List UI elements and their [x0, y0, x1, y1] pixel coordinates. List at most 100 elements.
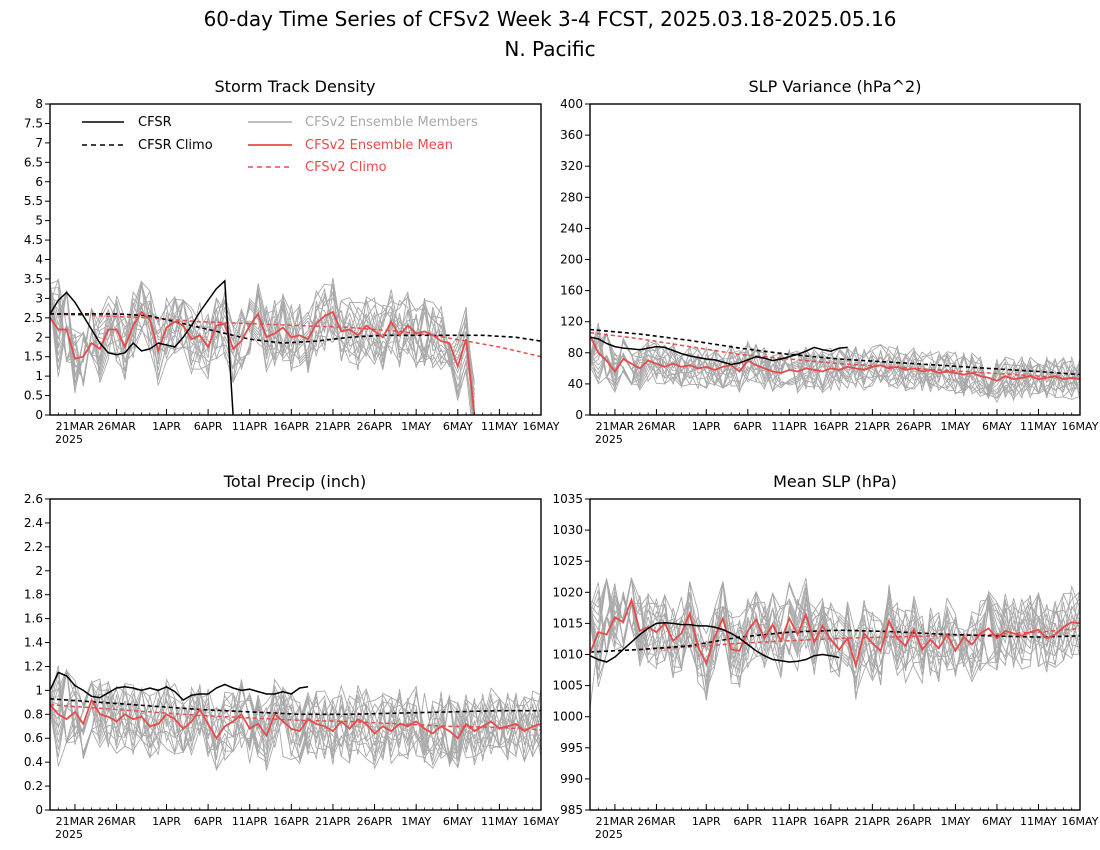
panel-total-precip: Total Precip (inch) 0 0.2 0.4 0.6 0.8 1 1.2 1.4…: [24, 472, 560, 841]
x-year-label: 2025: [55, 433, 83, 446]
y-tick-label: 7: [35, 136, 43, 150]
cfsr-climo-line: [50, 313, 541, 344]
cfsv2-climo-line: [50, 313, 541, 358]
y-tick-label: 200: [560, 253, 583, 267]
x-tick-label: 16APR: [273, 815, 309, 828]
ensemble-member-line: [590, 331, 1080, 401]
y-tick-label: 1005: [552, 679, 583, 693]
y-tick-label: 120: [560, 315, 583, 329]
ensemble-member-line: [50, 683, 541, 769]
y-tick-label: 4.5: [24, 233, 43, 247]
cfsr-line: [590, 336, 848, 366]
x-tick-label: 6MAY: [982, 815, 1012, 828]
x-tick-label: 6APR: [194, 815, 223, 828]
y-tick-label: 80: [568, 346, 583, 360]
legend-label-members: CFSv2 Ensemble Members: [305, 115, 478, 130]
x-tick-label: 1APR: [152, 420, 181, 433]
x-tick-label: 1APR: [692, 420, 721, 433]
y-tick-label: 6: [35, 175, 43, 189]
y-tick-label: 240: [560, 221, 583, 235]
y-tick-label: 0: [35, 408, 43, 422]
panel-title: Storm Track Density: [215, 77, 376, 96]
x-tick-label: 6APR: [733, 420, 762, 433]
ensemble-member-line: [590, 332, 1080, 396]
y-tick-label: 40: [568, 377, 583, 391]
y-tick-label: 1025: [552, 554, 583, 568]
series-lines: [50, 671, 541, 740]
ensemble-member-line: [590, 592, 1080, 680]
x-tick-label: 1MAY: [401, 815, 431, 828]
x-tick-label: 6MAY: [443, 815, 473, 828]
y-tick-label: 2.4: [24, 516, 43, 530]
series-lines: [590, 596, 1080, 670]
x-tick-label: 16APR: [813, 420, 849, 433]
legend-label-ens-mean: CFSv2 Ensemble Mean: [305, 138, 453, 153]
panel-title: SLP Variance (hPa^2): [749, 77, 922, 96]
x-tick-label: 11MAY: [1020, 815, 1057, 828]
ensemble-member-line: [50, 280, 475, 411]
y-tick-label: 0: [575, 408, 583, 422]
panel-title: Mean SLP (hPa): [773, 472, 897, 491]
y-tick-label: 160: [560, 284, 583, 298]
y-tick-label: 1000: [552, 710, 583, 724]
ensemble-member-line: [50, 669, 541, 768]
cfsr-climo-line: [590, 629, 1080, 653]
ensemble-member-line: [590, 577, 1080, 688]
x-tick-label: 26MAR: [637, 815, 676, 828]
y-tick-label: 5: [35, 214, 43, 228]
x-tick-label: 21APR: [854, 420, 890, 433]
x-tick-label: 6APR: [194, 420, 223, 433]
panel-title: Total Precip (inch): [223, 472, 366, 491]
cfsv2-climo-line: [50, 703, 541, 731]
y-tick-label: 990: [560, 772, 583, 786]
x-tick-label: 21MAR: [596, 420, 635, 433]
y-tick-label: 280: [560, 190, 583, 204]
series-lines: [50, 279, 541, 415]
x-year-label: 2025: [55, 828, 83, 841]
x-tick-label: 1APR: [152, 815, 181, 828]
x-tick-label: 1MAY: [401, 420, 431, 433]
ensemble-member-line: [590, 577, 1080, 694]
y-tick-label: 1.5: [24, 350, 43, 364]
x-tick-label: 6MAY: [443, 420, 473, 433]
ensemble-members: [590, 322, 1080, 404]
y-tick-label: 2: [35, 564, 43, 578]
x-tick-label: 26MAR: [637, 420, 676, 433]
y-tick-label: 995: [560, 741, 583, 755]
x-tick-label: 21APR: [315, 815, 351, 828]
y-tick-label: 0.8: [24, 707, 43, 721]
cfsr-line: [50, 279, 234, 415]
cfsr-line: [50, 671, 309, 701]
x-tick-label: 16MAY: [523, 815, 560, 828]
ensemble-member-line: [50, 665, 541, 760]
x-tick-label: 16MAY: [1062, 420, 1099, 433]
x-tick-label: 26MAR: [97, 815, 136, 828]
panel-slp-variance: SLP Variance (hPa^2) 0 40 80 120 160 200 240 28…: [560, 77, 1099, 446]
x-year-label: 2025: [595, 828, 623, 841]
ensemble-member-line: [50, 683, 541, 770]
y-tick-label: 0.5: [24, 389, 43, 403]
y-tick-label: 2.5: [24, 311, 43, 325]
y-tick-label: 7.5: [24, 116, 43, 130]
figure-subtitle: N. Pacific: [504, 37, 595, 61]
figure-title: 60-day Time Series of CFSv2 Week 3-4 FCS…: [204, 7, 897, 31]
y-tick-label: 5.5: [24, 194, 43, 208]
ensemble-member-line: [50, 279, 474, 415]
x-tick-label: 1MAY: [940, 815, 970, 828]
x-tick-label: 21APR: [854, 815, 890, 828]
ens-mean-line: [590, 596, 1080, 670]
y-tick-label: 1: [35, 683, 43, 697]
ensemble-member-line: [50, 280, 473, 415]
cfsr-climo-line: [50, 698, 541, 716]
plot-frame: [49, 498, 542, 811]
y-tick-label: 2: [35, 330, 43, 344]
ensemble-member-line: [50, 286, 475, 385]
ensemble-member-line: [590, 579, 1080, 700]
ensemble-member-line: [50, 682, 541, 772]
x-tick-label: 6MAY: [982, 420, 1012, 433]
x-tick-label: 6APR: [733, 815, 762, 828]
y-tick-label: 1: [35, 369, 43, 383]
x-tick-label: 21APR: [315, 420, 351, 433]
ensemble-member-line: [50, 286, 475, 398]
